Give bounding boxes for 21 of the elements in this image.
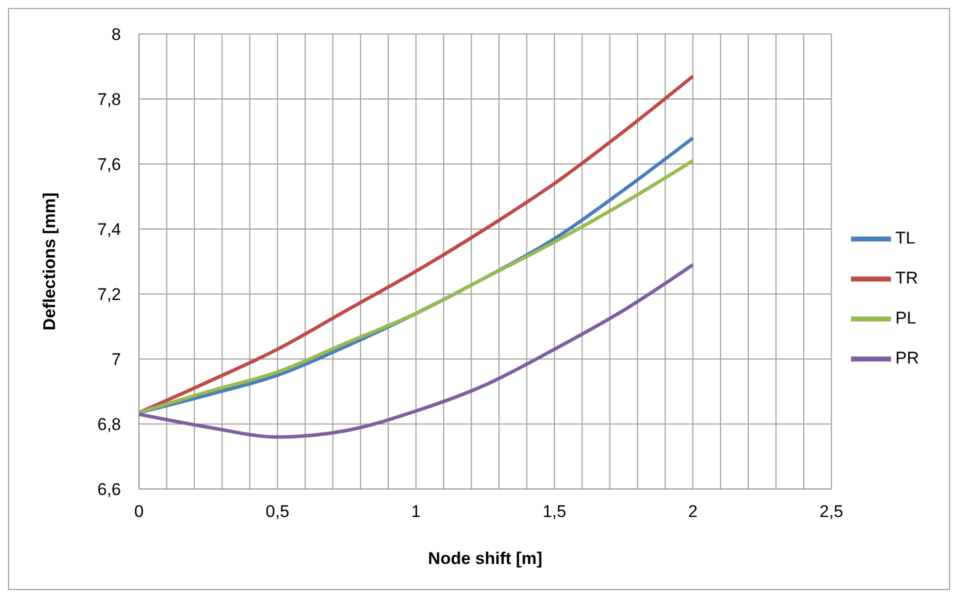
y-axis-title: Deflections [mm] <box>40 192 60 330</box>
y-tick-label: 8 <box>112 25 121 44</box>
legend-label: TR <box>895 268 918 288</box>
legend-label: PR <box>895 348 919 368</box>
x-tick-label: 1,5 <box>542 502 566 522</box>
line-series <box>139 263 695 439</box>
x-tick-label: 2,5 <box>820 502 844 522</box>
x-tick-label: 0 <box>134 502 144 522</box>
legend-label: PL <box>895 308 916 328</box>
x-tick-label: 2 <box>688 502 698 522</box>
x-tick-label: 1 <box>411 502 421 522</box>
y-tick-label: 7 <box>112 350 121 370</box>
x-axis-title: Node shift [m] <box>428 549 542 568</box>
legend-label: TL <box>895 228 916 248</box>
y-tick-label: 7,4 <box>97 220 121 240</box>
y-tick-label: 7,2 <box>97 285 121 304</box>
x-tick-label: 0,5 <box>266 502 290 522</box>
y-tick-label: 6,6 <box>97 480 121 500</box>
y-tick-label: 7,6 <box>97 155 121 174</box>
y-tick-label: 7,8 <box>97 90 121 110</box>
y-tick-label: 6,8 <box>97 415 121 434</box>
